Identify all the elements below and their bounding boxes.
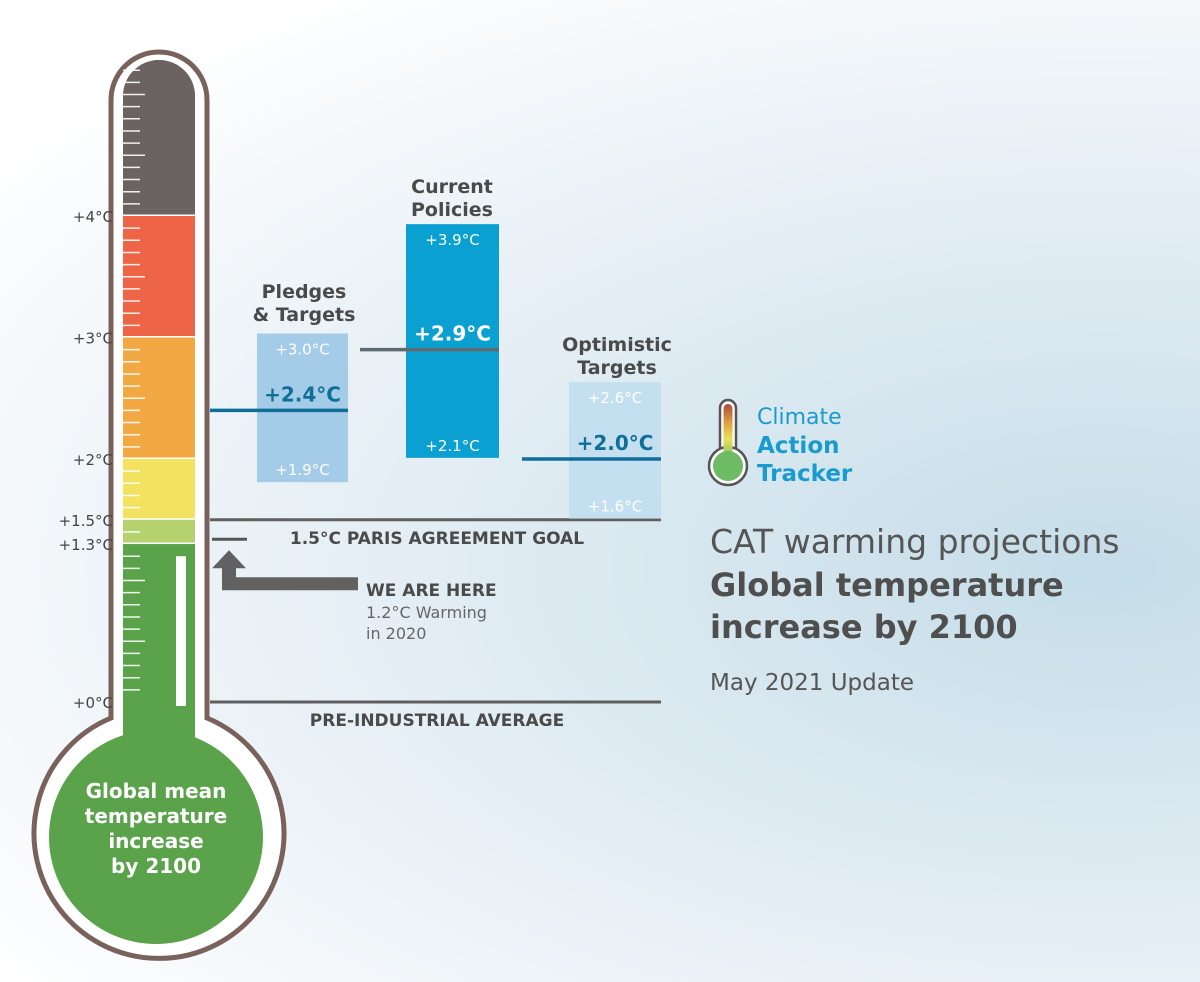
thermometer-bulb	[49, 730, 263, 944]
scenario-title-line: Current	[411, 176, 493, 198]
scenario-low-label: +2.1°C	[425, 437, 479, 455]
minor-ticks	[123, 69, 145, 691]
scenario-high-label: +3.9°C	[425, 231, 479, 249]
scenario-title-line: Policies	[411, 199, 493, 221]
brand-line-1: Climate	[757, 405, 842, 430]
scenario-low-label: +1.6°C	[588, 498, 642, 516]
arrow-up-icon	[212, 550, 246, 569]
scenario-group: +3.0°C +2.4°C +1.9°C Pledges& Targets	[210, 281, 356, 483]
scenario-range-box	[257, 333, 348, 483]
brand-line-2: Action	[757, 433, 840, 459]
scenario-central-label: +2.9°C	[414, 322, 491, 346]
subtitle-line-2: Global temperature	[710, 566, 1064, 604]
scenario-range-box	[406, 224, 499, 458]
we-are-here-detail: in 2020	[366, 624, 426, 643]
axis-tick-label: +0°C	[73, 694, 113, 712]
arrow-shaft	[222, 562, 358, 591]
scenario-title-line: & Targets	[253, 304, 356, 326]
scenario-high-label: +2.6°C	[588, 389, 642, 407]
axis-tick-label: +4°C	[73, 208, 113, 226]
current-level-indicator	[176, 556, 186, 706]
reference-line-label: 1.5°C PARIS AGREEMENT GOAL	[290, 529, 584, 549]
thermometer-logo-icon	[707, 398, 749, 487]
bulb-label-line: temperature	[85, 804, 227, 828]
scenario-high-label: +3.0°C	[275, 341, 329, 359]
axis-tick-label: +2°C	[73, 451, 113, 469]
scenario-range-box	[569, 382, 661, 519]
scenario-low-label: +1.9°C	[275, 461, 329, 479]
brand-logo: Climate Action Tracker	[705, 398, 895, 493]
axis-tick-label: +3°C	[73, 330, 113, 348]
scenario-central-label: +2.4°C	[264, 382, 341, 406]
we-are-here-detail: 1.2°C Warming	[366, 603, 487, 622]
temperature-band	[123, 459, 195, 520]
update-label: May 2021 Update	[710, 670, 915, 696]
bulb-label-line: by 2100	[111, 854, 201, 878]
subtitle-line-1: CAT warming projections	[710, 522, 1120, 561]
scenario-central-label: +2.0°C	[577, 431, 654, 455]
axis-tick-label: +1.3°C	[59, 536, 113, 554]
subtitle-block: CAT warming projections Global temperatu…	[710, 520, 1180, 698]
scenario-title-line: Optimistic	[562, 334, 672, 356]
bulb-label-line: increase	[108, 829, 203, 853]
brand-line-3: Tracker	[757, 461, 853, 487]
subtitle-line-3: increase by 2100	[710, 608, 1018, 646]
scenario-title-line: Targets	[577, 357, 657, 379]
brand-name: Climate Action Tracker	[757, 404, 852, 488]
axis-tick-label: +1.5°C	[59, 512, 113, 530]
bulb-label-line: Global mean	[86, 779, 227, 803]
temperature-band	[123, 60, 195, 216]
we-are-here-title: WE ARE HERE	[366, 581, 497, 601]
scenario-title-line: Pledges	[262, 281, 347, 303]
reference-line-label: PRE-INDUSTRIAL AVERAGE	[310, 711, 564, 731]
